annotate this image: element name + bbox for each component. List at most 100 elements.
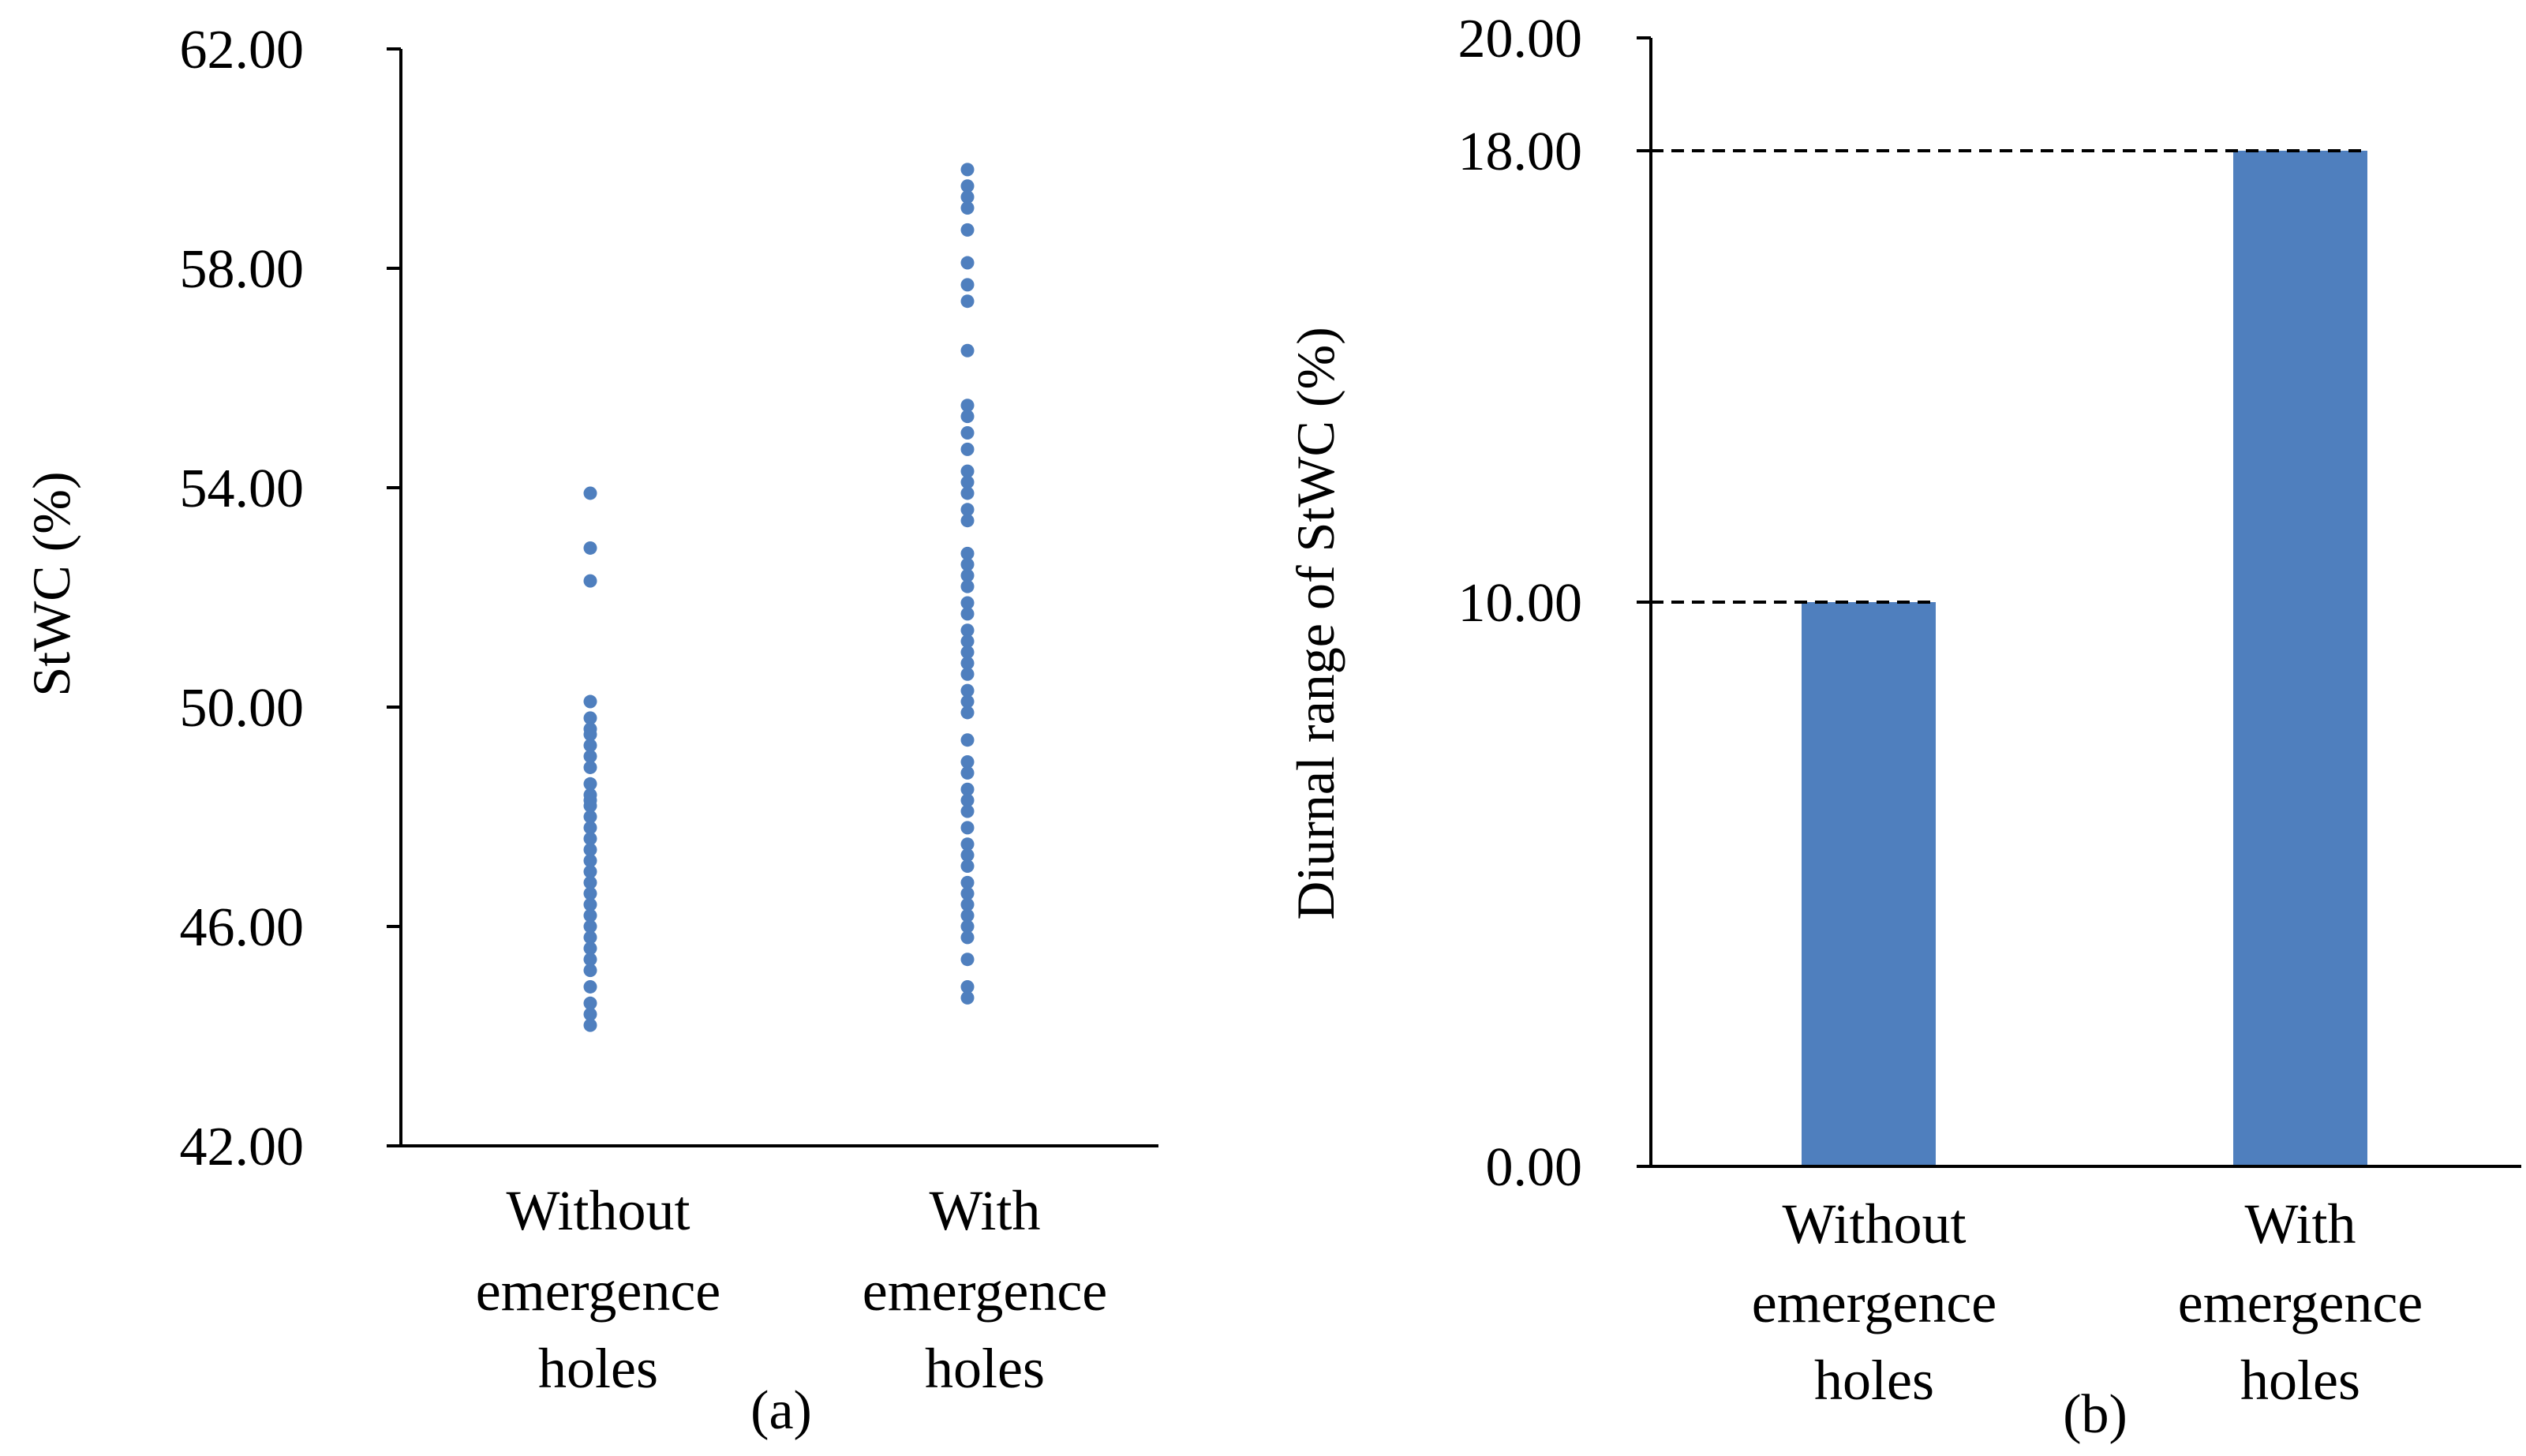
panel-a-data-point — [583, 919, 597, 934]
panel-a-data-point — [960, 294, 975, 309]
panel-b-label: (b) — [2063, 1384, 2127, 1445]
panel-a-data-point — [583, 711, 597, 725]
panel-a-data-point — [960, 733, 975, 747]
panel-a-data-point — [960, 278, 975, 292]
panel-a-data-point — [960, 656, 975, 670]
panel-a-data-point — [960, 399, 975, 413]
panel-a-data-point — [583, 574, 597, 588]
panel-a-y-tick-label: 42.00 — [180, 1117, 305, 1177]
panel-a-data-point — [960, 782, 975, 796]
panel-a-data-point — [960, 953, 975, 967]
panel-a-data-point — [960, 623, 975, 638]
panel-a-data-point — [583, 964, 597, 978]
panel-a-data-point — [960, 919, 975, 934]
panel-b-bar — [1802, 602, 1936, 1166]
panel-a-data-point — [583, 541, 597, 555]
panel-b-category-with: With emergence holes — [2178, 1192, 2423, 1412]
panel-a-data-point — [583, 875, 597, 889]
x-category-label: holes — [1814, 1349, 1934, 1412]
panel-a-data-point — [960, 201, 975, 215]
panel-a-data-point — [583, 832, 597, 846]
panel-a-data-point — [960, 634, 975, 649]
panel-a-data-point — [960, 930, 975, 945]
panel-a-data-point — [960, 223, 975, 237]
panel-b-y-axis-label: Diurnal range of StWC (%) — [1285, 327, 1345, 920]
panel-a-data-point — [583, 821, 597, 835]
x-category-label: holes — [2240, 1349, 2360, 1412]
panel-a-data-point — [960, 765, 975, 780]
panel-a-y-tick-label: 54.00 — [180, 459, 305, 519]
panel-b-y-tick-label: 10.00 — [1458, 573, 1583, 634]
panel-a-category-with: With emergence holes — [863, 1179, 1107, 1400]
panel-a-data-point — [960, 579, 975, 593]
panel-b-category-without: Without emergence holes — [1752, 1192, 1996, 1412]
panel-b-y-tick-label: 0.00 — [1486, 1137, 1583, 1198]
panel-a-data-point — [960, 442, 975, 456]
panel-a-data-point — [960, 821, 975, 835]
panel-a-y-tick-label: 62.00 — [180, 20, 305, 80]
panel-a-y-tick-label: 58.00 — [180, 239, 305, 300]
panel-a-data-point — [583, 1018, 597, 1032]
panel-a-data-point — [583, 694, 597, 709]
panel-a-data-point — [960, 190, 975, 204]
x-category-label: holes — [925, 1337, 1045, 1400]
panel-a-data-point — [960, 568, 975, 582]
panel-a-data-point — [960, 426, 975, 440]
x-category-label: emergence — [1752, 1271, 1996, 1334]
x-category-label: emergence — [2178, 1271, 2423, 1334]
panel-a-data-point — [583, 810, 597, 824]
panel-a-data-point — [960, 514, 975, 528]
panel-a-data-point — [583, 953, 597, 967]
x-category-label: Without — [1782, 1192, 1966, 1256]
x-category-label: emergence — [476, 1259, 720, 1323]
panel-a-data-point — [960, 793, 975, 807]
panel-a-data-point — [960, 343, 975, 357]
panel-a-data-point — [960, 706, 975, 720]
x-category-label: Without — [506, 1179, 690, 1242]
panel-a-data-point — [960, 503, 975, 517]
panel-a-y-tick-label: 46.00 — [180, 897, 305, 958]
panel-a-data-point — [960, 546, 975, 560]
x-category-label: With — [2244, 1192, 2356, 1256]
panel-a-data-point — [583, 760, 597, 774]
panel-a-label: (a) — [750, 1380, 812, 1441]
panel-b-bar — [2233, 151, 2367, 1166]
panel-a-data-point — [960, 410, 975, 424]
panel-a-data-point — [960, 979, 975, 994]
panel-a-data-point — [960, 475, 975, 489]
panel-a-data-point — [960, 667, 975, 681]
panel-a-data-point — [583, 941, 597, 956]
panel-a-data-point — [960, 837, 975, 852]
panel-b-y-tick-label: 20.00 — [1458, 9, 1583, 69]
x-category-label: emergence — [863, 1259, 1107, 1323]
panel-a-data-point — [960, 486, 975, 500]
panel-a-data-point — [583, 886, 597, 900]
panel-a-data-point — [960, 557, 975, 571]
panel-a-data-point — [583, 728, 597, 742]
panel-a-y-axis-label: StWC (%) — [21, 471, 81, 696]
panel-a-data-point — [960, 908, 975, 923]
panel-a-data-point — [583, 930, 597, 945]
panel-a-data-point — [960, 990, 975, 1005]
panel-a-data-point — [960, 607, 975, 621]
panel-a-data-point — [960, 848, 975, 863]
panel-a-data-point — [583, 1007, 597, 1021]
panel-a-category-without: Without emergence holes — [476, 1179, 720, 1400]
panel-b-y-tick-label: 18.00 — [1458, 122, 1583, 182]
panel-a-data-point — [960, 886, 975, 900]
panel-a-data-point — [960, 859, 975, 874]
panel-a-data-point — [583, 854, 597, 868]
panel-a-data-point — [583, 777, 597, 791]
panel-a-data-point — [960, 875, 975, 889]
panel-a-y-tick-label: 50.00 — [180, 678, 305, 739]
panel-a-data-point — [583, 979, 597, 994]
panel-a-data-point — [960, 755, 975, 769]
panel-a-data-point — [960, 179, 975, 193]
panel-a-data-point — [960, 163, 975, 177]
panel-a-data-point — [583, 799, 597, 813]
panel-a-data-point — [960, 646, 975, 659]
x-category-label: With — [929, 1179, 1040, 1242]
panel-a-data-point — [960, 694, 975, 709]
panel-b-bar-chart: 0.00 10.00 18.00 20.00 Diurnal range of StW… — [1285, 9, 2521, 1445]
